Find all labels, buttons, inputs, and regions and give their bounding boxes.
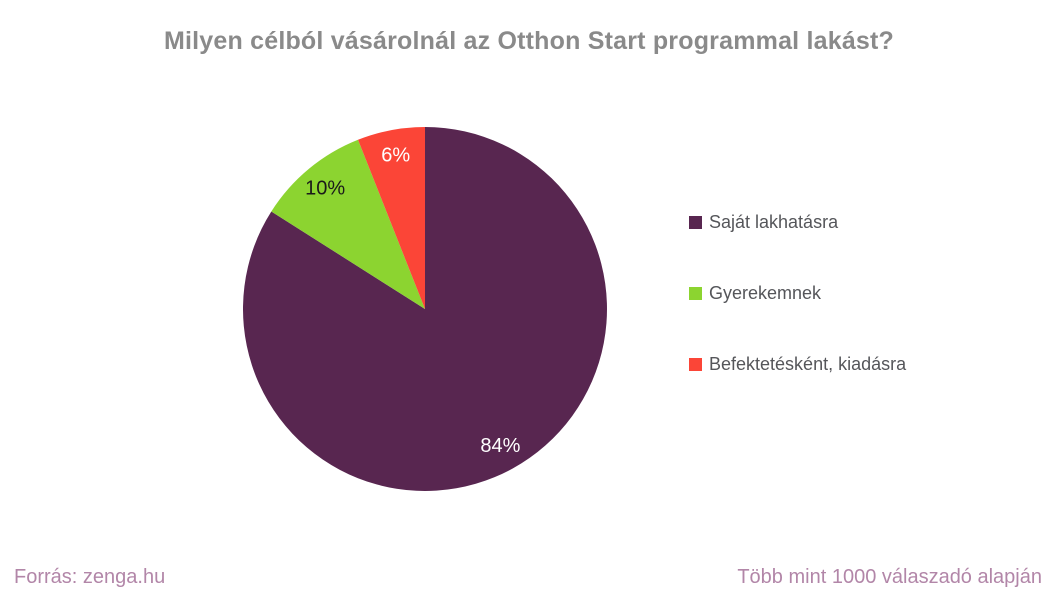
- pie-slice-2: [271, 139, 425, 309]
- pie-slice-label-2: 10%: [305, 177, 345, 199]
- pie-slice-label-1: 84%: [480, 435, 520, 457]
- legend-swatch-icon: [689, 215, 702, 229]
- legend: Saját lakhatásra Gyerekemnek Befektetésk…: [689, 211, 906, 375]
- pie-slice-1: [242, 127, 607, 491]
- legend-label: Saját lakhatásra: [709, 211, 839, 232]
- sample-size-text: Több mint 1000 válaszadó alapján: [737, 566, 1042, 588]
- pie-chart: 84% 10% 6%: [242, 127, 607, 491]
- legend-label: Befektetésként, kiadásra: [709, 353, 907, 374]
- chart-title: Milyen célból vásárolnál az Otthon Start…: [163, 27, 895, 55]
- legend-label: Gyerekemnek: [709, 282, 822, 303]
- source-text: Forrás: zenga.hu: [14, 566, 166, 588]
- pie-slice-label-3: 6%: [381, 144, 410, 166]
- legend-swatch-icon: [689, 357, 702, 371]
- legend-item: Gyerekemnek: [689, 282, 906, 304]
- legend-item: Saját lakhatásra: [689, 211, 906, 233]
- legend-swatch-icon: [689, 286, 702, 300]
- legend-item: Befektetésként, kiadásra: [689, 353, 906, 375]
- pie-chart-area: 84% 10% 6%: [242, 127, 607, 491]
- pie-slice-3: [358, 127, 425, 309]
